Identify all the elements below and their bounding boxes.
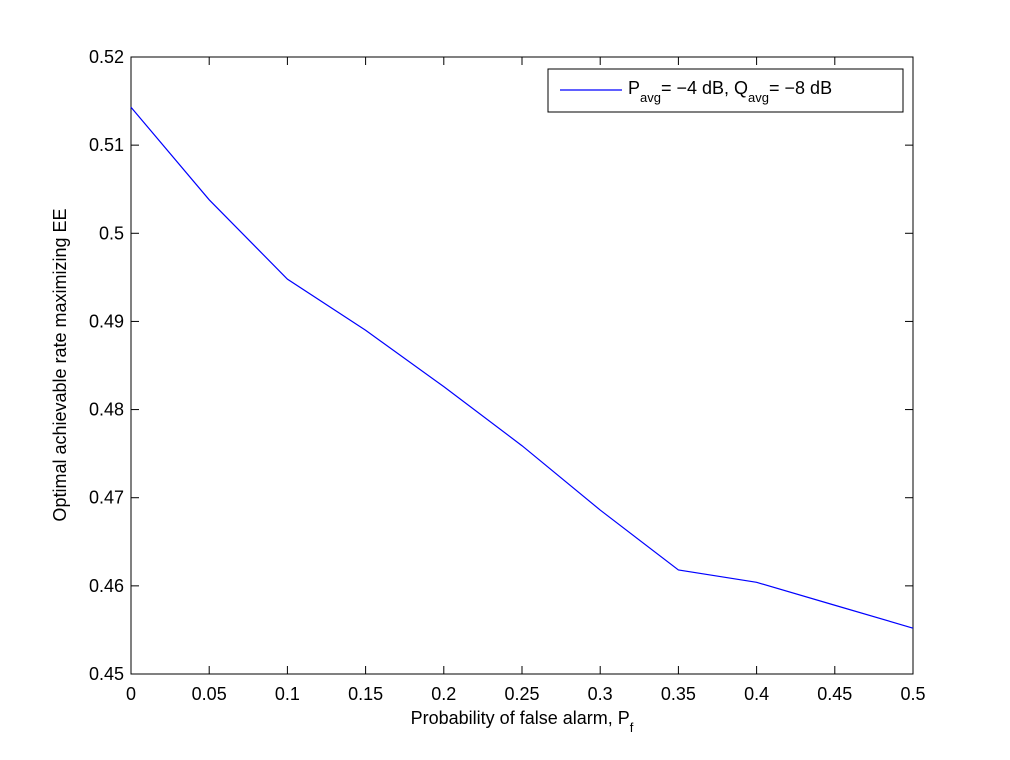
y-tick-label: 0.46 — [89, 576, 124, 596]
legend-text: = −4 dB, Q — [661, 78, 748, 98]
x-axis-label: Probability of false alarm, Pf — [411, 708, 634, 735]
y-tick-label: 0.52 — [89, 47, 124, 67]
x-tick-label: 0.25 — [504, 684, 539, 704]
plot-box — [130, 56, 914, 675]
x-tick-label: 0.15 — [348, 684, 383, 704]
x-tick-label: 0.05 — [192, 684, 227, 704]
y-axis-label: Optimal achievable rate maximizing EE — [50, 208, 70, 521]
legend-label: Pavg= −4 dB, Qavg= −8 dB — [628, 78, 832, 105]
x-tick-label: 0.2 — [431, 684, 456, 704]
x-tick-label: 0.4 — [744, 684, 769, 704]
legend-sub: avg — [748, 90, 769, 105]
x-label-sub: f — [630, 720, 634, 735]
data-line — [130, 106, 914, 629]
y-tick-label: 0.48 — [89, 400, 124, 420]
x-tick-label: 0.35 — [661, 684, 696, 704]
x-label-main: Probability of false alarm, P — [411, 708, 630, 728]
x-tick-label: 0.45 — [817, 684, 852, 704]
y-tick-label: 0.45 — [89, 664, 124, 684]
x-tick-label: 0.1 — [275, 684, 300, 704]
x-tick-label: 0.5 — [900, 684, 925, 704]
legend-text: P — [628, 78, 640, 98]
x-tick-label: 0 — [126, 684, 136, 704]
y-tick-label: 0.47 — [89, 488, 124, 508]
y-tick-label: 0.49 — [89, 311, 124, 331]
legend-sub: avg — [640, 90, 661, 105]
legend-text: = −8 dB — [769, 78, 832, 98]
y-tick-label: 0.51 — [89, 135, 124, 155]
x-tick-label: 0.3 — [588, 684, 613, 704]
y-tick-label: 0.5 — [99, 223, 124, 243]
